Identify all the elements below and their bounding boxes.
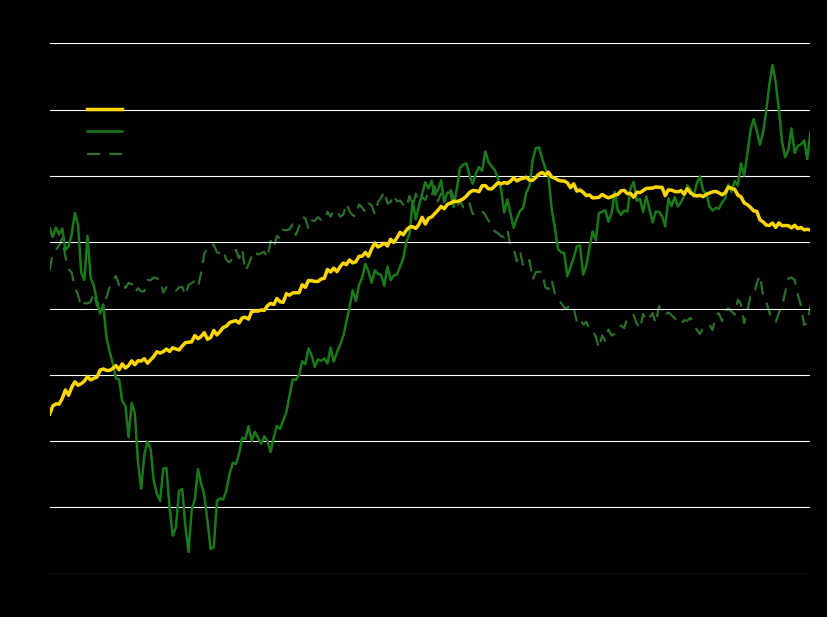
Legend: , , : , , [87,103,133,162]
